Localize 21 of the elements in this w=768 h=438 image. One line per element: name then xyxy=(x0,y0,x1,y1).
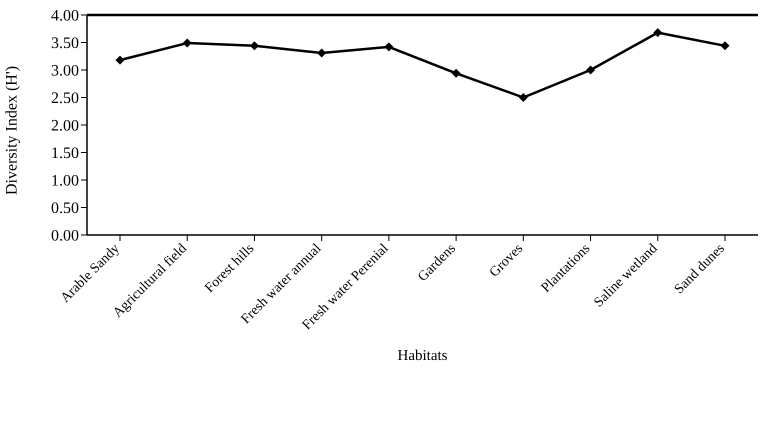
y-tick-label: 3.00 xyxy=(51,62,79,80)
point xyxy=(182,38,192,48)
point xyxy=(653,28,662,38)
point xyxy=(317,48,326,58)
x-axis-title: Habitats xyxy=(398,348,448,364)
point xyxy=(116,56,124,65)
y-tick-label: 3.50 xyxy=(51,35,79,52)
y-tick-label: 0.50 xyxy=(51,200,79,218)
point xyxy=(452,68,461,78)
point xyxy=(518,93,528,102)
y-tick-label: 4.00 xyxy=(51,8,79,25)
point xyxy=(720,41,730,50)
y-tick-label: 0.00 xyxy=(51,228,79,245)
y-tick-label: 2.00 xyxy=(51,118,79,135)
y-tick-label: 2.50 xyxy=(51,90,79,108)
y-tick-label: 1.00 xyxy=(51,172,79,190)
point xyxy=(586,66,596,74)
point xyxy=(250,41,259,50)
point xyxy=(384,42,394,52)
y-axis-title: Diversity Index (H') xyxy=(4,66,21,195)
y-tick-label: 1.50 xyxy=(51,145,79,162)
